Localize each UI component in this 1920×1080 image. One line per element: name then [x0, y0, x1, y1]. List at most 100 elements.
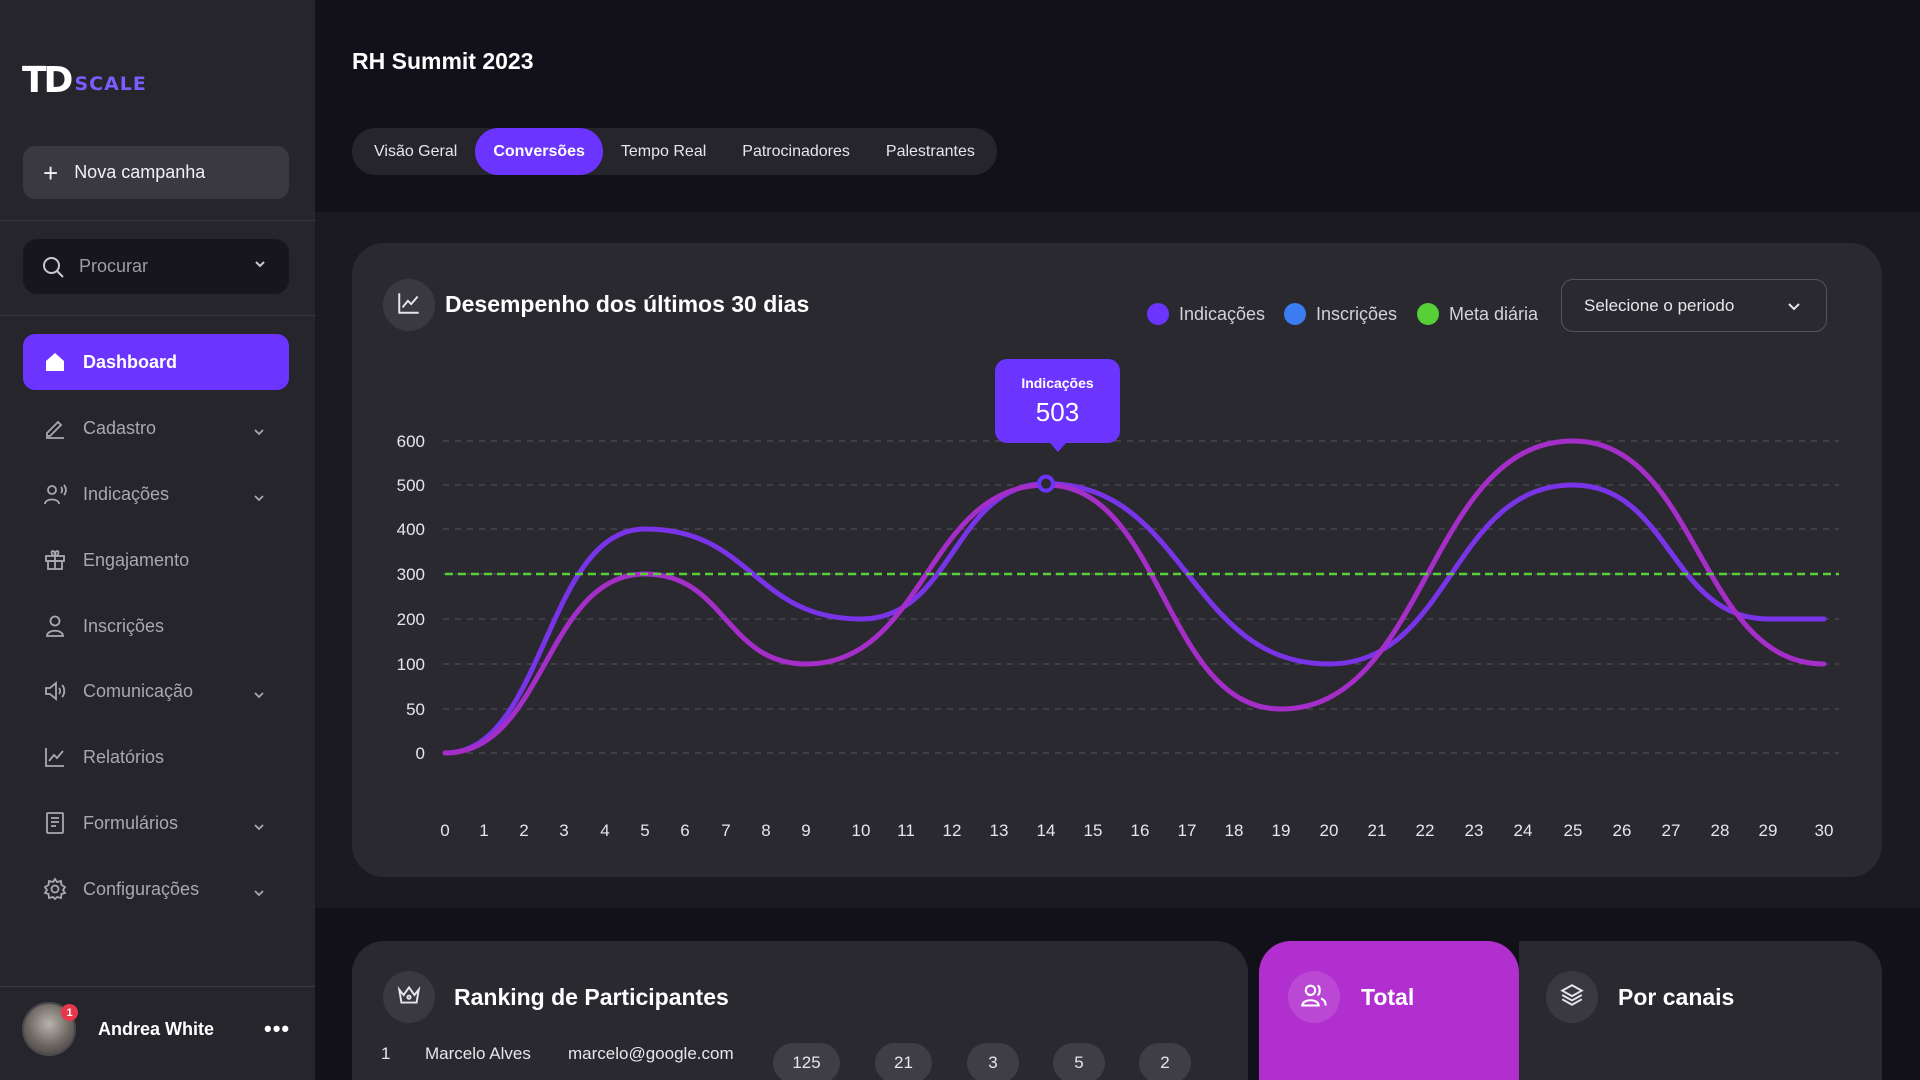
tab-patrocinadores[interactable]: Patrocinadores: [742, 142, 850, 160]
performance-card: [352, 243, 1882, 877]
sidebar-item-dashboard[interactable]: Dashboard: [23, 334, 289, 390]
y-tick-label: 300: [397, 565, 425, 584]
x-tick-label: 27: [1662, 821, 1681, 840]
sidebar-item-relatorios[interactable]: Relatórios: [23, 729, 289, 785]
legend-item-inscricoes[interactable]: Inscrições: [1284, 303, 1397, 325]
logo[interactable]: TD SCALE: [22, 60, 147, 101]
x-tick-label: 2: [519, 821, 528, 840]
legend-dot: [1284, 303, 1306, 325]
sidebar-item-formularios[interactable]: Formulários: [23, 795, 289, 851]
chevron-down-icon: [253, 255, 267, 276]
x-tick-label: 21: [1368, 821, 1387, 840]
chart-icon-badge: [383, 279, 435, 331]
sidebar-item-label: Engajamento: [83, 549, 190, 570]
ranking-name: Marcelo Alves: [425, 1044, 531, 1063]
plus-icon: +: [43, 157, 59, 188]
x-tick-label: 18: [1225, 821, 1244, 840]
sidebar-item-configuracoes[interactable]: Configurações: [23, 861, 289, 917]
tab-bar: Visão Geral Conversões Tempo Real Patroc…: [352, 128, 997, 175]
users-icon: [1300, 981, 1328, 1014]
x-tick-label: 23: [1465, 821, 1484, 840]
x-tick-label: 6: [680, 821, 689, 840]
sidebar-item-comunicacao[interactable]: Comunicação: [23, 663, 289, 719]
x-tick-label: 20: [1320, 821, 1339, 840]
search-select[interactable]: Procurar: [23, 239, 289, 294]
x-tick-label: 3: [559, 821, 568, 840]
legend-label: Indicações: [1179, 303, 1266, 324]
x-tick-label: 5: [640, 821, 649, 840]
x-tick-label: 16: [1131, 821, 1150, 840]
megaphone-icon: [43, 679, 67, 703]
sidebar-item-label: Configurações: [83, 878, 200, 899]
tab-conversoes[interactable]: Conversões: [475, 128, 603, 175]
chevron-down-icon: [1786, 298, 1802, 319]
ranking-value-pill: 5: [1053, 1043, 1105, 1080]
tab-palestrantes[interactable]: Palestrantes: [885, 142, 975, 160]
x-tick-label: 15: [1084, 821, 1103, 840]
sidebar-item-label: Indicações: [83, 483, 170, 504]
sidebar-item-label: Relatórios: [83, 746, 165, 767]
ranking-email: marcelo@google.com: [568, 1044, 734, 1063]
sidebar-item-label: Comunicação: [83, 680, 194, 701]
y-tick-label: 500: [397, 476, 425, 495]
legend-dot: [1147, 303, 1169, 325]
divider: [0, 986, 315, 987]
layers-icon: [1559, 982, 1585, 1013]
search-label: Procurar: [79, 256, 149, 276]
gift-icon: [43, 548, 67, 572]
legend-item-indicacoes[interactable]: Indicações: [1147, 303, 1265, 325]
period-select[interactable]: Selecione o periodo: [1561, 279, 1827, 332]
y-tick-label: 50: [406, 700, 425, 719]
x-tick-label: 28: [1711, 821, 1730, 840]
legend-item-meta-diaria[interactable]: Meta diária: [1417, 303, 1538, 325]
x-tick-label: 10: [852, 821, 871, 840]
chart-tooltip: Indicações 503: [995, 359, 1120, 452]
new-campaign-button[interactable]: + Nova campanha: [23, 146, 289, 199]
layers-icon-badge: [1546, 971, 1598, 1023]
sidebar-item-engajamento[interactable]: Engajamento: [23, 532, 289, 588]
x-tick-label: 0: [440, 821, 449, 840]
sidebar-item-label: Formulários: [83, 812, 179, 833]
period-select-label: Selecione o periodo: [1584, 295, 1735, 315]
x-tick-label: 7: [721, 821, 730, 840]
sidebar-item-cadastro[interactable]: Cadastro: [23, 400, 289, 456]
y-tick-label: 600: [397, 432, 425, 451]
x-tick-label: 12: [943, 821, 962, 840]
legend-label: Meta diária: [1449, 303, 1539, 324]
search-icon: [41, 255, 65, 279]
avatar[interactable]: 1: [22, 1002, 78, 1056]
sidebar-item-label: Cadastro: [83, 417, 157, 438]
x-tick-label: 22: [1416, 821, 1435, 840]
more-options-icon[interactable]: •••: [264, 1016, 291, 1041]
chevron-down-icon: [253, 685, 265, 706]
legend-label: Inscrições: [1316, 303, 1398, 324]
x-tick-label: 1: [479, 821, 488, 840]
sidebar-item-indicacoes[interactable]: Indicações: [23, 466, 289, 522]
tab-total[interactable]: [1259, 941, 1519, 1080]
highlight-point: [1037, 474, 1055, 493]
tab-tempo-real[interactable]: Tempo Real: [620, 142, 707, 160]
channels-title: Por canais: [1618, 984, 1735, 1010]
tab-visao-geral[interactable]: Visão Geral: [374, 142, 458, 160]
crown-icon: [396, 982, 422, 1013]
y-tick-label: 0: [416, 744, 425, 763]
new-campaign-label: Nova campanha: [74, 162, 206, 182]
sidebar-item-inscricoes[interactable]: Inscrições: [23, 598, 289, 654]
gear-icon: [43, 877, 67, 901]
x-tick-label: 14: [1037, 821, 1056, 840]
sidebar-item-label: Dashboard: [83, 351, 178, 372]
x-tick-label: 25: [1564, 821, 1583, 840]
line-chart-icon: [43, 745, 67, 769]
user-profile[interactable]: 1 Andrea White: [22, 1002, 214, 1056]
x-tick-label: 19: [1272, 821, 1291, 840]
ranking-position: 1: [381, 1044, 391, 1063]
x-tick-label: 11: [897, 821, 915, 840]
user-icon: [43, 614, 67, 638]
ranking-value-pill: 2: [1139, 1043, 1191, 1080]
series-line-inscries: [442, 438, 1827, 756]
notification-badge: 1: [61, 1004, 78, 1021]
chevron-down-icon: [253, 488, 265, 509]
ranking-value-pill: 125: [773, 1043, 840, 1080]
total-title: Total: [1361, 984, 1415, 1010]
